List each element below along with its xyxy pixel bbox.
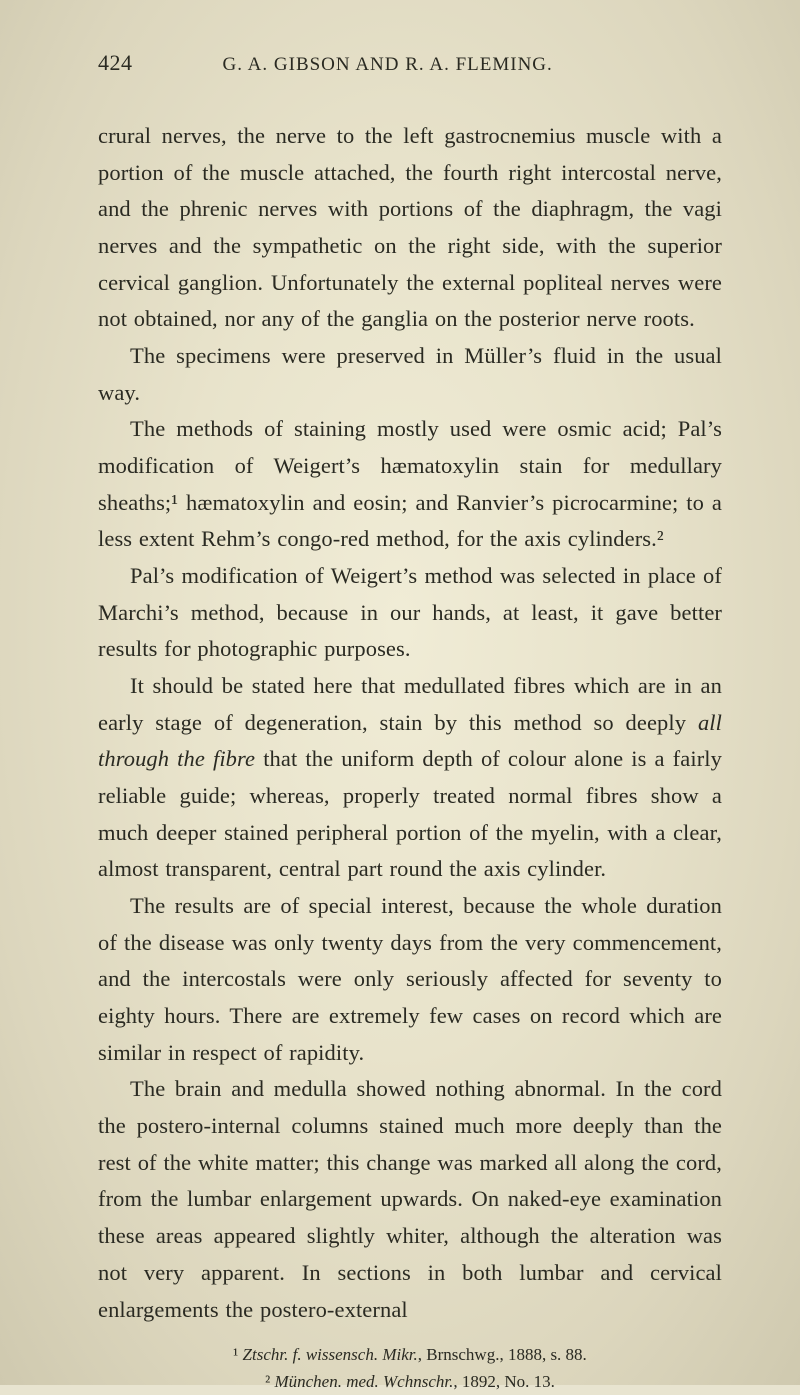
footnotes: ¹ Ztschr. f. wissensch. Mikr., Brnschwg.… — [98, 1342, 722, 1395]
paragraph: crural nerves, the nerve to the left gas… — [98, 118, 722, 338]
footnote: ² München. med. Wchnschr., 1892, No. 13. — [98, 1369, 722, 1395]
body-text: crural nerves, the nerve to the left gas… — [98, 118, 722, 1328]
page-header: 424 G. A. GIBSON AND R. A. FLEMING. — [98, 50, 722, 76]
scanned-page: 424 G. A. GIBSON AND R. A. FLEMING. crur… — [0, 0, 800, 1385]
paragraph: The specimens were preserved in Müller’s… — [98, 338, 722, 411]
running-head: G. A. GIBSON AND R. A. FLEMING. — [223, 54, 553, 76]
paragraph: The results are of special interest, bec… — [98, 888, 722, 1071]
paragraph: The brain and medulla showed nothing abn… — [98, 1071, 722, 1328]
footnote: ¹ Ztschr. f. wissensch. Mikr., Brnschwg.… — [98, 1342, 722, 1368]
page-number: 424 — [98, 50, 133, 76]
paragraph: The methods of staining mostly used were… — [98, 411, 722, 558]
paragraph: It should be stated here that medullated… — [98, 668, 722, 888]
paragraph: Pal’s modification of Weigert’s method w… — [98, 558, 722, 668]
